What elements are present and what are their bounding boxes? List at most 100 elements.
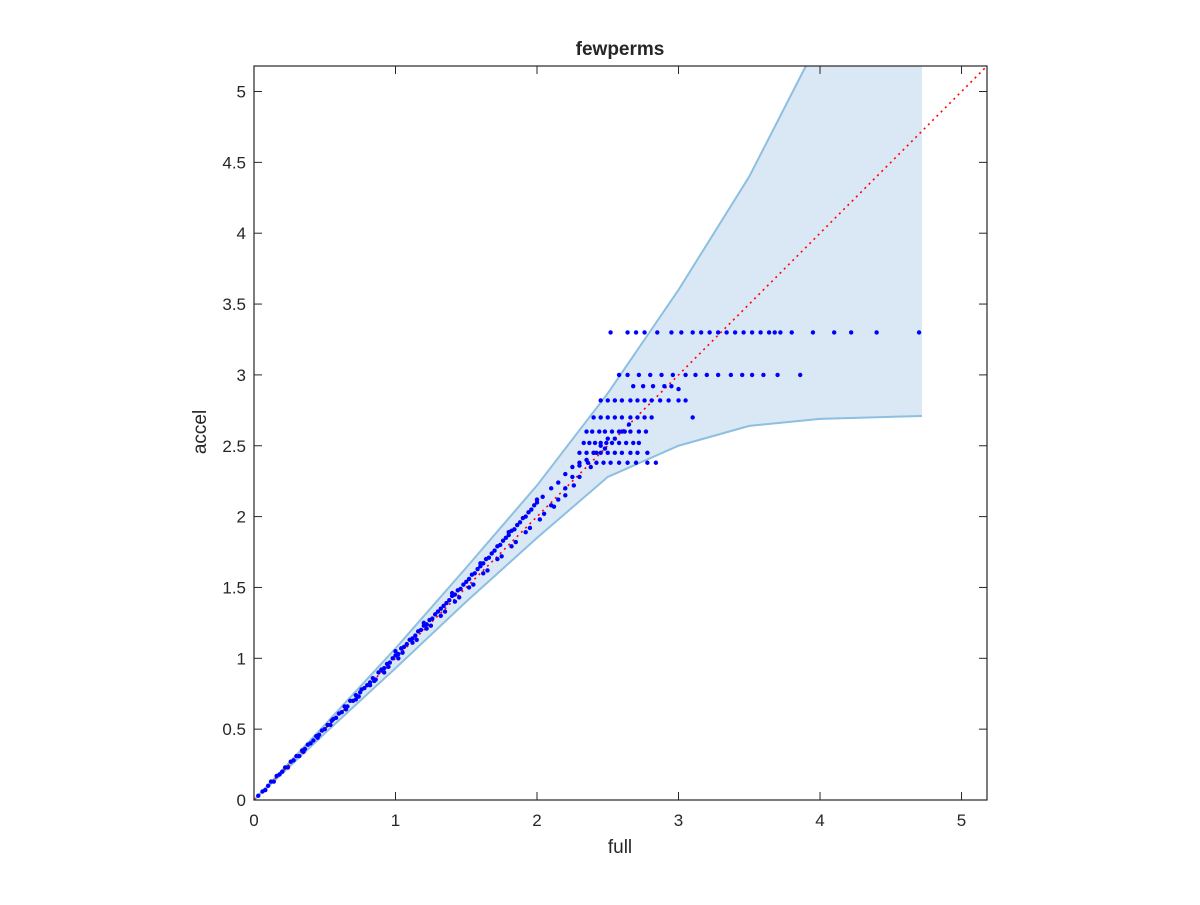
data-point xyxy=(612,415,618,420)
data-point xyxy=(683,398,688,403)
data-point xyxy=(478,561,483,566)
data-point xyxy=(263,787,268,793)
data-point xyxy=(698,330,704,335)
data-point xyxy=(642,330,647,335)
data-point xyxy=(608,460,613,465)
data-point xyxy=(475,566,480,572)
data-point xyxy=(636,440,642,446)
y-tick-label: 0.5 xyxy=(222,720,246,739)
data-point xyxy=(301,749,306,755)
data-point xyxy=(291,758,296,763)
data-point xyxy=(356,694,361,699)
data-point xyxy=(635,398,640,403)
data-point xyxy=(633,460,639,465)
data-point xyxy=(458,586,463,592)
y-tick-label: 4 xyxy=(237,224,246,243)
data-point xyxy=(602,429,608,434)
data-point xyxy=(633,330,639,335)
data-point xyxy=(732,330,738,335)
data-point xyxy=(598,450,603,456)
data-point xyxy=(645,460,650,465)
y-tick-label: 5 xyxy=(237,83,246,102)
reference-line xyxy=(253,65,988,801)
data-point xyxy=(322,726,327,732)
data-point xyxy=(376,670,381,675)
data-point xyxy=(587,440,592,446)
data-point xyxy=(523,514,528,519)
data-point xyxy=(577,460,582,465)
data-point xyxy=(662,384,667,389)
data-point xyxy=(598,398,603,403)
data-point xyxy=(367,683,373,688)
data-point xyxy=(749,372,755,378)
data-point xyxy=(619,398,625,403)
band-lower-edge xyxy=(253,414,922,801)
data-point xyxy=(616,429,622,434)
data-point xyxy=(531,503,537,508)
data-point xyxy=(645,450,650,456)
band-upper-edge xyxy=(253,65,807,801)
x-tick-label: 1 xyxy=(391,811,400,830)
data-point xyxy=(466,585,472,590)
data-point xyxy=(619,415,625,420)
data-point xyxy=(387,660,393,665)
data-point xyxy=(602,446,608,451)
data-point xyxy=(481,571,486,576)
x-tick-label: 3 xyxy=(674,811,683,830)
data-point xyxy=(628,450,633,456)
data-point xyxy=(631,440,636,446)
data-point xyxy=(424,626,429,631)
data-point xyxy=(597,429,602,434)
data-point xyxy=(277,772,282,777)
data-point xyxy=(916,330,922,335)
data-point xyxy=(623,440,629,446)
data-point xyxy=(418,627,424,633)
data-point xyxy=(609,429,615,434)
data-point xyxy=(526,510,531,515)
data-point xyxy=(766,330,772,335)
data-point xyxy=(669,330,674,335)
data-point xyxy=(471,582,476,587)
data-point xyxy=(430,616,435,621)
y-tick-label: 1 xyxy=(237,649,246,668)
data-point xyxy=(604,440,609,446)
data-point xyxy=(563,486,568,491)
data-point xyxy=(256,793,261,798)
data-point xyxy=(758,330,763,335)
data-point xyxy=(612,436,618,441)
data-point xyxy=(523,529,528,535)
data-point xyxy=(874,330,879,335)
data-point xyxy=(381,666,387,671)
data-point xyxy=(690,415,695,420)
data-point xyxy=(594,460,599,465)
data-point xyxy=(798,372,803,378)
data-point xyxy=(601,460,606,465)
data-point xyxy=(588,464,593,470)
data-point xyxy=(848,330,854,335)
data-point xyxy=(789,330,794,335)
data-point xyxy=(616,372,622,378)
y-tick-label: 3.5 xyxy=(222,295,246,314)
data-point xyxy=(563,493,568,498)
data-point xyxy=(456,595,462,600)
data-point xyxy=(693,372,698,378)
data-point xyxy=(625,372,630,378)
data-point xyxy=(386,664,391,670)
data-point xyxy=(413,633,418,638)
x-axis-label: full xyxy=(608,837,632,858)
data-point xyxy=(724,330,729,335)
data-point xyxy=(605,450,610,456)
x-tick-label: 0 xyxy=(249,811,258,830)
data-point xyxy=(636,372,642,378)
data-point xyxy=(438,613,443,618)
data-point xyxy=(628,415,633,420)
data-point xyxy=(534,497,540,502)
data-point xyxy=(556,497,561,502)
data-point xyxy=(642,415,647,420)
data-point xyxy=(577,474,582,480)
data-point xyxy=(669,384,674,389)
data-point xyxy=(509,544,514,549)
data-point xyxy=(659,372,664,378)
